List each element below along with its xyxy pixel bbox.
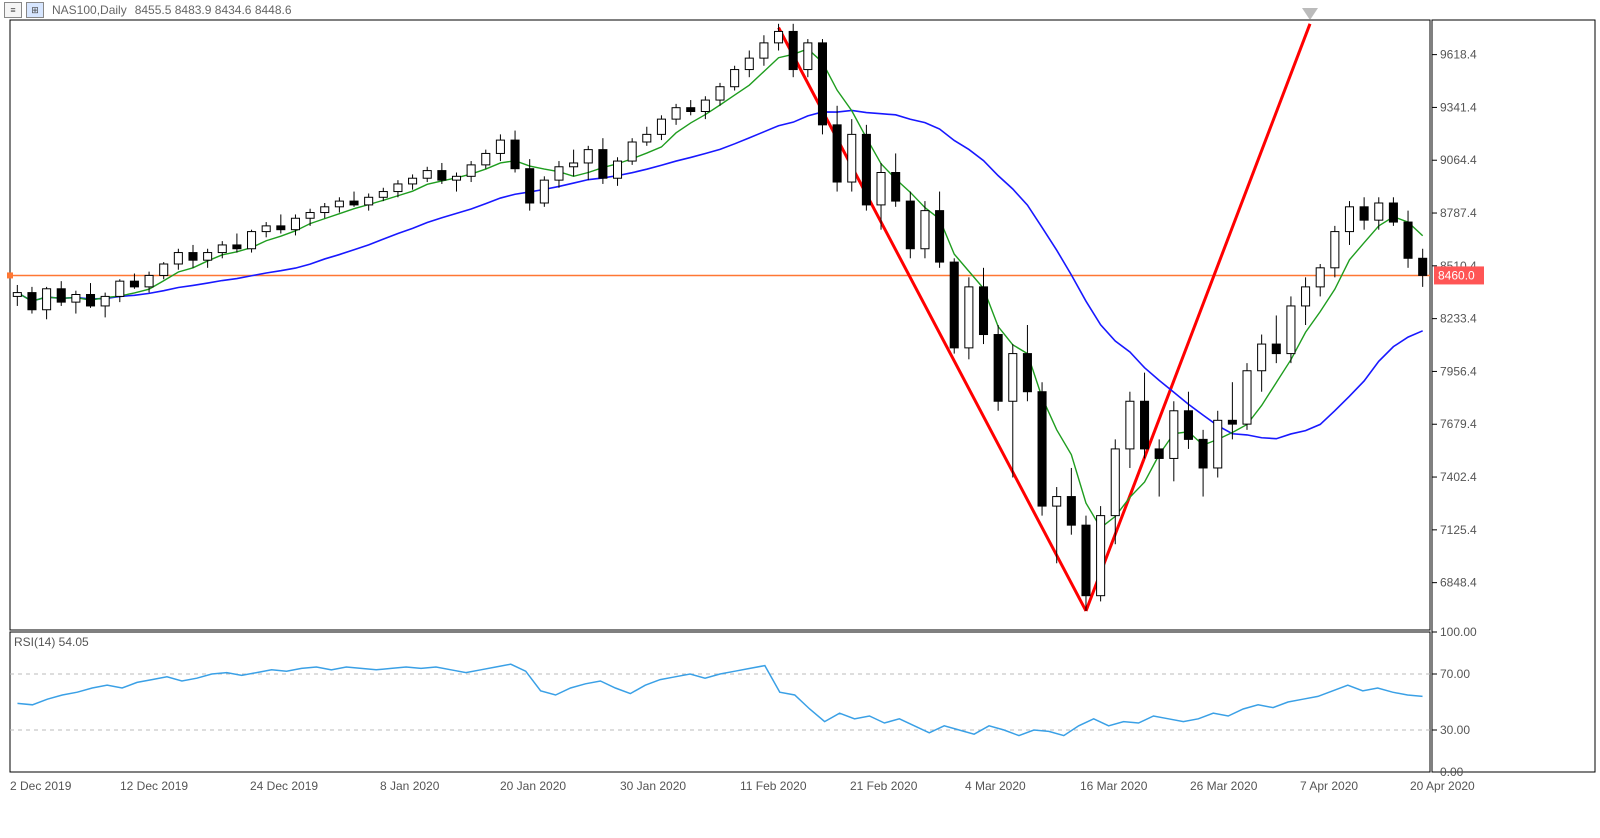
svg-text:26 Mar 2020: 26 Mar 2020 [1190,779,1258,793]
chart-icon[interactable]: ⊞ [26,2,44,18]
symbol-label: NAS100,Daily [52,3,127,17]
svg-text:4 Mar 2020: 4 Mar 2020 [965,779,1026,793]
svg-text:24 Dec 2019: 24 Dec 2019 [250,779,318,793]
svg-text:21 Feb 2020: 21 Feb 2020 [850,779,918,793]
svg-text:6848.4: 6848.4 [1440,576,1477,590]
svg-text:20 Apr 2020: 20 Apr 2020 [1410,779,1475,793]
chart-container: ≡ ⊞ NAS100,Daily 8455.5 8483.9 8434.6 84… [0,0,1600,838]
svg-text:0.00: 0.00 [1440,765,1464,779]
svg-text:7125.4: 7125.4 [1440,523,1477,537]
header-bar: ≡ ⊞ NAS100,Daily 8455.5 8483.9 8434.6 84… [0,0,1600,20]
svg-text:8233.4: 8233.4 [1440,312,1477,326]
svg-text:7 Apr 2020: 7 Apr 2020 [1300,779,1358,793]
ohlc-label: 8455.5 8483.9 8434.6 8448.6 [135,3,292,17]
svg-text:8460.0: 8460.0 [1438,268,1475,282]
svg-text:RSI(14) 54.05: RSI(14) 54.05 [14,635,89,649]
svg-text:2 Dec 2019: 2 Dec 2019 [10,779,72,793]
svg-text:12 Dec 2019: 12 Dec 2019 [120,779,188,793]
svg-text:7402.4: 7402.4 [1440,470,1477,484]
svg-text:8 Jan 2020: 8 Jan 2020 [380,779,440,793]
svg-text:16 Mar 2020: 16 Mar 2020 [1080,779,1148,793]
svg-text:30.00: 30.00 [1440,723,1470,737]
svg-text:9618.4: 9618.4 [1440,48,1477,62]
svg-text:7679.4: 7679.4 [1440,417,1477,431]
table-icon[interactable]: ≡ [4,2,22,18]
svg-text:9064.4: 9064.4 [1440,153,1477,167]
svg-text:30 Jan 2020: 30 Jan 2020 [620,779,686,793]
svg-text:7956.4: 7956.4 [1440,364,1477,378]
svg-text:20 Jan 2020: 20 Jan 2020 [500,779,566,793]
svg-text:8787.4: 8787.4 [1440,206,1477,220]
svg-text:11 Feb 2020: 11 Feb 2020 [740,779,807,793]
main-chart-svg[interactable]: 6848.47125.47402.47679.47956.48233.48510… [0,0,1600,838]
svg-text:9341.4: 9341.4 [1440,100,1477,114]
svg-text:100.00: 100.00 [1440,625,1477,639]
svg-text:70.00: 70.00 [1440,667,1470,681]
